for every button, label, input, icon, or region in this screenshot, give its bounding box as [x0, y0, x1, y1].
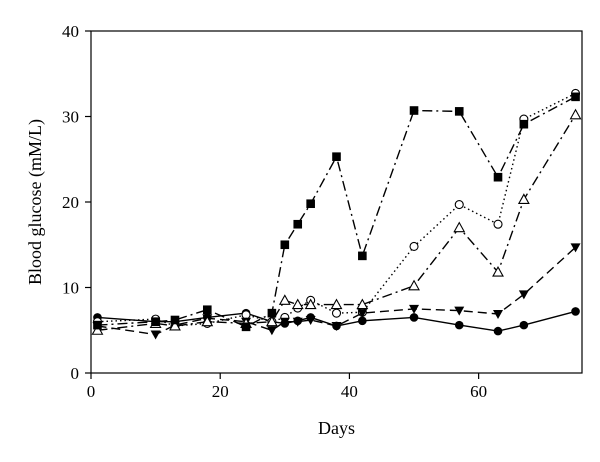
axis-ticks: 0 20 40 60 0 10 20 30 40 [62, 22, 487, 401]
data-point [201, 315, 214, 327]
data-point [332, 152, 341, 161]
data-point [409, 241, 419, 252]
series-line [97, 246, 576, 336]
y-tick-label: 20 [62, 193, 79, 212]
series-4-filled-square [93, 92, 580, 332]
data-point [280, 240, 290, 250]
data-point [519, 320, 529, 330]
data-point [331, 321, 342, 331]
data-point [304, 298, 317, 310]
data-point [517, 193, 530, 204]
y-tick-label: 0 [71, 364, 80, 383]
y-tick-label: 10 [62, 279, 79, 298]
data-point [331, 308, 342, 318]
series-3-open-triangle-up [91, 108, 582, 335]
series-line [97, 310, 576, 332]
data-point [571, 92, 580, 102]
data-point [91, 324, 104, 335]
series-line [97, 92, 576, 327]
data-point [278, 294, 291, 305]
data-point [358, 316, 367, 326]
data-point [202, 305, 212, 315]
data-point [279, 317, 290, 327]
data-point [293, 219, 303, 229]
y-axis-title: Blood glucose (mM/L) [25, 119, 46, 285]
series-1-open-circle [92, 88, 581, 331]
data-point [518, 290, 529, 300]
data-point [493, 219, 503, 229]
data-point [150, 330, 161, 340]
data-point [570, 243, 581, 253]
data-point [292, 317, 303, 327]
data-point [267, 308, 277, 318]
data-point [493, 310, 504, 320]
x-tick-label: 20 [212, 382, 229, 401]
data-point [291, 298, 304, 310]
data-point [356, 298, 369, 310]
data-point [358, 251, 367, 261]
x-tick-label: 0 [87, 382, 96, 401]
data-point [453, 221, 466, 233]
data-point [409, 106, 419, 115]
data-point [454, 320, 464, 330]
data-point [169, 319, 181, 331]
data-point [330, 298, 343, 310]
data-point [305, 315, 316, 325]
y-tick-label: 40 [62, 22, 79, 41]
data-point [409, 304, 420, 314]
data-point [569, 108, 582, 120]
data-point [170, 315, 180, 325]
data-point [265, 315, 278, 327]
x-tick-label: 60 [470, 382, 487, 401]
y-tick-label: 30 [62, 108, 79, 127]
series-line [97, 96, 576, 328]
data-point [151, 317, 160, 326]
data-point [571, 307, 580, 316]
data-point [408, 279, 420, 291]
data-point [357, 309, 368, 319]
data-point [93, 320, 102, 330]
data-point [409, 313, 419, 322]
data-point [306, 199, 315, 209]
x-tick-label: 40 [341, 382, 358, 401]
data-point [241, 322, 251, 332]
data-point [493, 172, 503, 182]
data-point [454, 200, 464, 210]
data-point [266, 326, 277, 336]
data-point [454, 107, 464, 116]
x-axis-title: Days [318, 418, 355, 438]
data-point [519, 119, 529, 129]
series-line [97, 114, 577, 331]
data-point [492, 265, 504, 277]
series-layer [91, 88, 582, 340]
data-point [454, 306, 465, 316]
data-point [493, 326, 503, 336]
